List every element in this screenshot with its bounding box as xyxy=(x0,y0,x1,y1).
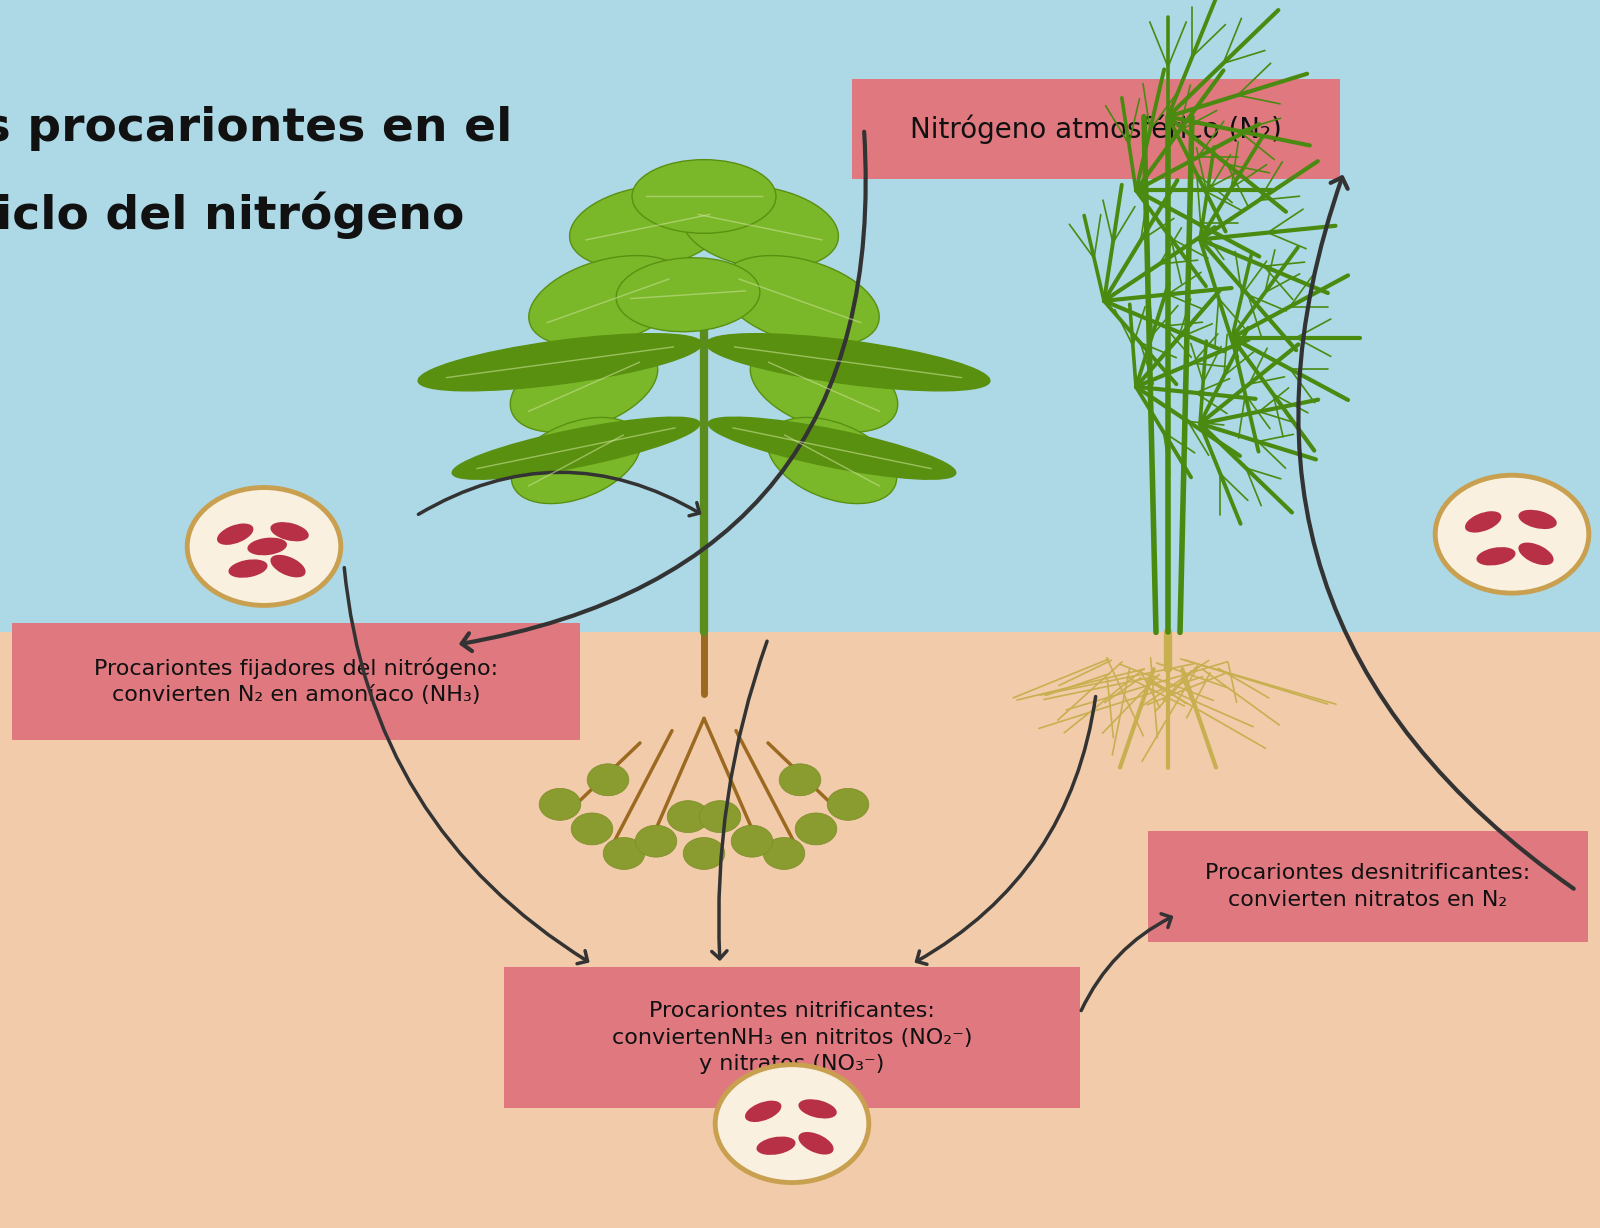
Ellipse shape xyxy=(746,1100,781,1122)
Circle shape xyxy=(699,801,741,833)
Ellipse shape xyxy=(720,255,880,346)
Ellipse shape xyxy=(757,1137,795,1154)
FancyArrowPatch shape xyxy=(917,696,1096,964)
Ellipse shape xyxy=(798,1099,837,1119)
Circle shape xyxy=(715,1065,869,1183)
Ellipse shape xyxy=(453,418,699,479)
Ellipse shape xyxy=(632,160,776,233)
Ellipse shape xyxy=(229,560,267,577)
FancyArrowPatch shape xyxy=(1082,914,1171,1011)
Bar xyxy=(0,0,1600,632)
FancyBboxPatch shape xyxy=(13,623,579,739)
Circle shape xyxy=(635,825,677,857)
Ellipse shape xyxy=(1518,510,1557,529)
FancyArrowPatch shape xyxy=(1298,177,1574,889)
Ellipse shape xyxy=(270,555,306,577)
Text: Procariontes fijadores del nitrógeno:
convierten N₂ en amoníaco (NH₃): Procariontes fijadores del nitrógeno: co… xyxy=(94,657,498,706)
Ellipse shape xyxy=(418,334,702,391)
Bar xyxy=(0,632,1600,1228)
Ellipse shape xyxy=(1466,511,1501,533)
Ellipse shape xyxy=(706,334,990,391)
Ellipse shape xyxy=(248,538,286,555)
Circle shape xyxy=(539,788,581,820)
Text: Procariontes nitrificantes:
conviertenNH₃ en nitritos (NO₂⁻)
y nitratos (NO₃⁻): Procariontes nitrificantes: conviertenNH… xyxy=(611,1001,973,1074)
Text: Nitrógeno atmosférico (N₂): Nitrógeno atmosférico (N₂) xyxy=(910,114,1282,144)
Circle shape xyxy=(587,764,629,796)
Ellipse shape xyxy=(750,341,898,432)
Text: ciclo del nitrógeno: ciclo del nitrógeno xyxy=(0,192,464,238)
FancyBboxPatch shape xyxy=(853,79,1341,179)
FancyBboxPatch shape xyxy=(1149,831,1587,942)
FancyArrowPatch shape xyxy=(712,641,766,959)
Circle shape xyxy=(763,837,805,869)
Circle shape xyxy=(683,837,725,869)
Text: Los procariontes en el: Los procariontes en el xyxy=(0,107,512,151)
Circle shape xyxy=(1435,475,1589,593)
Ellipse shape xyxy=(528,255,688,346)
Circle shape xyxy=(187,488,341,605)
Circle shape xyxy=(827,788,869,820)
Ellipse shape xyxy=(709,418,955,479)
FancyArrowPatch shape xyxy=(462,131,866,651)
Ellipse shape xyxy=(682,185,838,269)
Ellipse shape xyxy=(1518,543,1554,565)
Circle shape xyxy=(795,813,837,845)
Circle shape xyxy=(779,764,821,796)
Circle shape xyxy=(731,825,773,857)
Ellipse shape xyxy=(270,522,309,542)
Ellipse shape xyxy=(1477,548,1515,565)
Ellipse shape xyxy=(768,418,896,503)
Circle shape xyxy=(571,813,613,845)
Circle shape xyxy=(603,837,645,869)
Ellipse shape xyxy=(510,341,658,432)
FancyArrowPatch shape xyxy=(344,567,587,964)
Ellipse shape xyxy=(798,1132,834,1154)
Circle shape xyxy=(667,801,709,833)
Ellipse shape xyxy=(570,185,726,269)
Ellipse shape xyxy=(512,418,640,503)
Text: Procariontes desnitrificantes:
convierten nitratos en N₂: Procariontes desnitrificantes: convierte… xyxy=(1205,863,1531,910)
Ellipse shape xyxy=(218,523,253,545)
FancyBboxPatch shape xyxy=(504,968,1080,1108)
Ellipse shape xyxy=(616,258,760,332)
FancyArrowPatch shape xyxy=(418,473,699,516)
